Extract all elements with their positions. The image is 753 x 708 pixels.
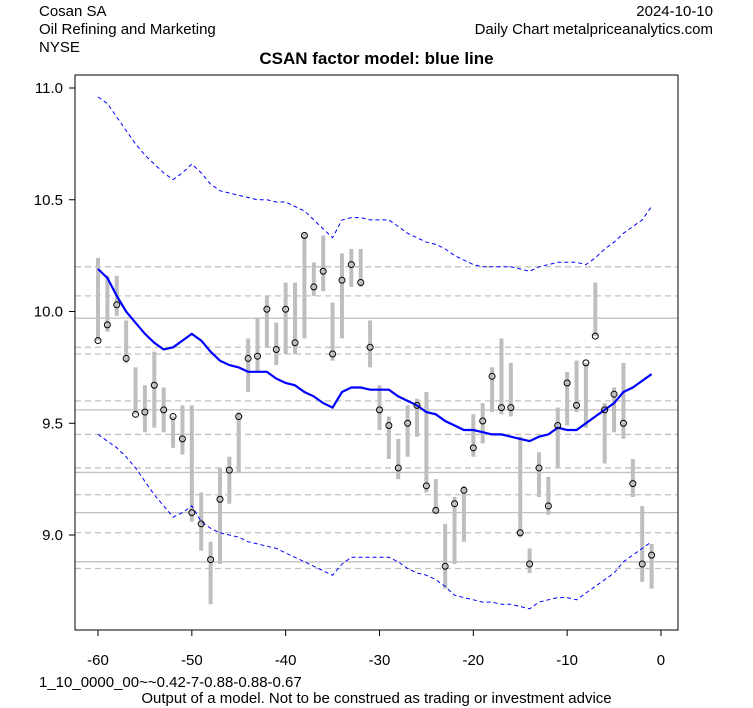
- exchange-label: NYSE: [39, 39, 80, 56]
- close-point: [94, 337, 102, 345]
- close-point: [554, 421, 562, 429]
- y-tick-label: 9.5: [42, 415, 63, 432]
- x-tick-label: -30: [369, 652, 391, 669]
- close-point: [122, 354, 130, 362]
- chart-source: Daily Chart metalpriceanalytics.com: [474, 21, 713, 38]
- close-point: [375, 406, 383, 414]
- industry-label: Oil Refining and Marketing: [39, 21, 216, 38]
- close-point: [216, 495, 224, 503]
- chart-date: 2024-10-10: [636, 3, 713, 20]
- close-point: [160, 406, 168, 414]
- close-point: [479, 417, 487, 425]
- close-point: [225, 466, 233, 474]
- close-point: [310, 283, 318, 291]
- y-tick-label: 11.0: [35, 80, 63, 97]
- x-tick-label: -10: [556, 652, 578, 669]
- close-point: [254, 352, 262, 360]
- y-tick-label: 9.0: [42, 527, 63, 544]
- close-point: [573, 401, 581, 409]
- close-point: [347, 261, 355, 269]
- close-point: [103, 321, 111, 329]
- close-point: [272, 345, 280, 353]
- close-point: [282, 305, 290, 313]
- close-point: [601, 406, 609, 414]
- close-point: [648, 551, 656, 559]
- y-tick-label: 10.5: [34, 192, 63, 209]
- close-point: [441, 562, 449, 570]
- plot-frame: [74, 74, 679, 631]
- close-point: [507, 404, 515, 412]
- close-point: [469, 444, 477, 452]
- close-point: [619, 419, 627, 427]
- company-name: Cosan SA: [39, 3, 107, 20]
- upper-band-line: [97, 96, 653, 272]
- x-tick-label: 0: [657, 652, 665, 669]
- close-point: [497, 404, 505, 412]
- close-point: [366, 343, 374, 351]
- close-point: [132, 410, 140, 418]
- close-point: [197, 520, 205, 528]
- close-point: [169, 413, 177, 421]
- close-point: [563, 379, 571, 387]
- close-point: [516, 529, 524, 537]
- close-point: [150, 381, 158, 389]
- close-point: [544, 502, 552, 510]
- close-point: [244, 354, 252, 362]
- close-point: [629, 480, 637, 488]
- close-point: [207, 556, 215, 564]
- disclaimer: Output of a model. Not to be construed a…: [141, 690, 612, 707]
- x-tick-label: -50: [181, 652, 203, 669]
- close-point: [178, 435, 186, 443]
- close-point: [338, 276, 346, 284]
- close-point: [357, 278, 365, 286]
- close-point: [413, 401, 421, 409]
- close-point: [235, 413, 243, 421]
- x-tick-label: -60: [87, 652, 109, 669]
- x-tick-label: -20: [462, 652, 484, 669]
- close-point: [488, 372, 496, 380]
- close-point: [385, 421, 393, 429]
- close-point: [460, 486, 468, 494]
- chart-title: CSAN factor model: blue line: [259, 49, 494, 68]
- close-point: [422, 482, 430, 490]
- close-point: [451, 500, 459, 508]
- close-point: [291, 339, 299, 347]
- close-point: [188, 509, 196, 517]
- y-tick-label: 10.0: [34, 304, 63, 321]
- close-point: [263, 305, 271, 313]
- close-point: [300, 232, 308, 240]
- close-point: [394, 464, 402, 472]
- close-point: [404, 419, 412, 427]
- model-code: 1_10_0000_00~~0.42-7-0.88-0.88-0.67: [39, 674, 302, 691]
- lower-band-line: [97, 433, 652, 610]
- x-tick-label: -40: [275, 652, 297, 669]
- close-point: [610, 390, 618, 398]
- close-point: [591, 332, 599, 340]
- close-point: [638, 560, 646, 568]
- close-point: [432, 506, 440, 514]
- close-point: [319, 267, 327, 275]
- close-point: [113, 301, 121, 309]
- close-point: [329, 350, 337, 358]
- close-point: [535, 464, 543, 472]
- close-point: [582, 359, 590, 367]
- close-point: [141, 408, 149, 416]
- close-point: [526, 560, 534, 568]
